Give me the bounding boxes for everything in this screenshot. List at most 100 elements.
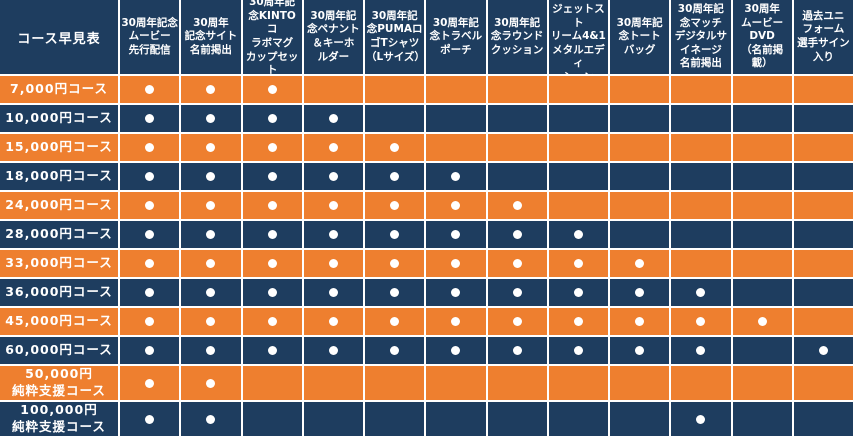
benefit-empty-cell [610, 163, 670, 190]
benefit-included-cell [365, 279, 425, 306]
benefit-empty-cell [610, 134, 670, 161]
included-dot-icon [390, 143, 400, 152]
benefit-empty-cell [793, 76, 853, 103]
benefit-included-cell [181, 134, 241, 161]
included-dot-icon [328, 317, 338, 326]
benefit-included-cell [365, 192, 425, 219]
included-dot-icon [451, 346, 461, 355]
benefit-included-cell [242, 221, 302, 248]
benefit-included-cell [365, 250, 425, 277]
benefit-empty-cell [671, 134, 731, 161]
column-header: 30周年記 念トラベル ポーチ [426, 0, 486, 74]
benefit-included-cell [426, 337, 486, 364]
included-dot-icon [696, 288, 706, 297]
benefit-included-cell [242, 308, 302, 335]
benefit-included-cell [181, 402, 241, 436]
column-header: 30周年記 念KINTOコ ラボマグ カップセット [242, 0, 302, 74]
benefit-included-cell [793, 337, 853, 364]
benefit-empty-cell [732, 337, 792, 364]
benefit-included-cell [181, 250, 241, 277]
benefit-included-cell [303, 308, 363, 335]
benefit-included-cell [181, 105, 241, 132]
row-label: 33,000円コース [0, 250, 118, 277]
included-dot-icon [145, 288, 155, 297]
benefit-empty-cell [793, 366, 853, 400]
benefit-empty-cell [242, 366, 302, 400]
included-dot-icon [328, 201, 338, 210]
benefit-empty-cell [426, 105, 486, 132]
included-dot-icon [206, 230, 216, 239]
benefit-included-cell [181, 221, 241, 248]
included-dot-icon [267, 230, 277, 239]
benefit-empty-cell [548, 402, 608, 436]
benefit-included-cell [732, 308, 792, 335]
column-header: 30周年記 念マッチ デジタルサ イネージ 名前掲出 [671, 0, 731, 74]
included-dot-icon [390, 259, 400, 268]
included-dot-icon [206, 85, 216, 94]
included-dot-icon [512, 317, 522, 326]
benefit-included-cell [548, 279, 608, 306]
included-dot-icon [573, 317, 583, 326]
included-dot-icon [635, 346, 645, 355]
benefit-included-cell [242, 279, 302, 306]
included-dot-icon [390, 317, 400, 326]
included-dot-icon [451, 230, 461, 239]
column-header: 30周年記 念ペナント ＆キーホ ルダー [303, 0, 363, 74]
included-dot-icon [818, 346, 828, 355]
benefit-empty-cell [242, 402, 302, 436]
included-dot-icon [635, 259, 645, 268]
benefit-empty-cell [732, 279, 792, 306]
row-label: 7,000円コース [0, 76, 118, 103]
included-dot-icon [390, 230, 400, 239]
included-dot-icon [512, 259, 522, 268]
benefit-empty-cell [548, 366, 608, 400]
benefit-empty-cell [671, 192, 731, 219]
row-label: 36,000円コース [0, 279, 118, 306]
benefit-empty-cell [426, 134, 486, 161]
included-dot-icon [267, 317, 277, 326]
included-dot-icon [145, 114, 155, 123]
benefit-empty-cell [732, 134, 792, 161]
included-dot-icon [390, 288, 400, 297]
row-label: 24,000円コース [0, 192, 118, 219]
benefit-empty-cell [671, 221, 731, 248]
benefit-empty-cell [793, 105, 853, 132]
benefit-empty-cell [303, 76, 363, 103]
included-dot-icon [206, 143, 216, 152]
included-dot-icon [267, 143, 277, 152]
benefit-included-cell [487, 308, 547, 335]
benefit-empty-cell [793, 134, 853, 161]
included-dot-icon [267, 85, 277, 94]
included-dot-icon [145, 172, 155, 181]
benefit-empty-cell [426, 76, 486, 103]
included-dot-icon [206, 172, 216, 181]
benefit-included-cell [303, 250, 363, 277]
benefit-empty-cell [732, 76, 792, 103]
included-dot-icon [696, 317, 706, 326]
benefit-included-cell [487, 221, 547, 248]
benefit-empty-cell [610, 192, 670, 219]
benefit-empty-cell [671, 250, 731, 277]
benefit-included-cell [426, 221, 486, 248]
benefit-included-cell [303, 279, 363, 306]
benefit-empty-cell [732, 402, 792, 436]
benefit-included-cell [181, 76, 241, 103]
benefit-empty-cell [793, 221, 853, 248]
included-dot-icon [206, 317, 216, 326]
benefit-empty-cell [793, 402, 853, 436]
benefit-included-cell [365, 308, 425, 335]
included-dot-icon [451, 288, 461, 297]
included-dot-icon [145, 259, 155, 268]
included-dot-icon [145, 85, 155, 94]
benefit-empty-cell [487, 134, 547, 161]
benefit-included-cell [426, 250, 486, 277]
benefit-empty-cell [548, 192, 608, 219]
included-dot-icon [145, 230, 155, 239]
included-dot-icon [451, 259, 461, 268]
benefit-included-cell [120, 402, 180, 436]
benefit-empty-cell [732, 163, 792, 190]
benefit-empty-cell [487, 105, 547, 132]
row-label: 28,000円コース [0, 221, 118, 248]
included-dot-icon [390, 172, 400, 181]
benefit-included-cell [120, 76, 180, 103]
